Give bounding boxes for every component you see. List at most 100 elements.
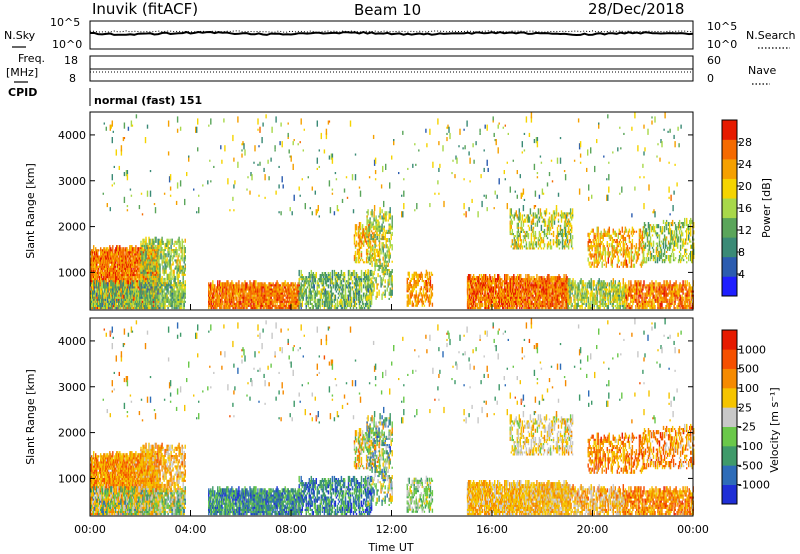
power-cell (323, 290, 326, 293)
power-cell (178, 273, 180, 278)
power-cell (178, 290, 180, 293)
power-cell (363, 238, 366, 243)
power-cell (132, 257, 134, 260)
power-cell (111, 280, 113, 287)
power-cell (135, 294, 137, 301)
power-cell (126, 263, 128, 268)
power-cell (172, 294, 174, 301)
power-cell (120, 292, 122, 297)
power-cell (307, 280, 310, 285)
power-cell (245, 300, 247, 303)
power-cell (92, 294, 94, 299)
power-cell (135, 276, 137, 279)
power-cell (347, 269, 350, 277)
power-cell (352, 307, 355, 310)
power-cell (184, 263, 186, 266)
power-cell (358, 296, 361, 301)
power-cell (119, 284, 121, 287)
power-cell (122, 259, 124, 262)
power-cell (109, 280, 111, 285)
power-cell (236, 282, 238, 289)
power-cell (426, 284, 429, 289)
power-cell (376, 285, 378, 288)
power-cell (358, 282, 361, 289)
power-cell (387, 269, 389, 272)
power-cell (259, 298, 261, 303)
power-cell (388, 248, 390, 255)
power-cell (317, 282, 320, 285)
power-cell (129, 302, 131, 307)
power-cell (155, 261, 157, 264)
power-cell (421, 300, 424, 305)
power-cell (253, 302, 255, 307)
power-cell (91, 288, 93, 291)
power-cell (117, 245, 119, 252)
power-cell (406, 288, 409, 291)
frequency-label-line2: [MHz] (6, 66, 38, 79)
power-cell (468, 298, 471, 303)
power-cell (149, 273, 151, 278)
power-cell (311, 276, 314, 283)
power-cell (358, 298, 361, 305)
power-cell (124, 249, 126, 252)
power-cell (494, 282, 496, 289)
power-cell (121, 298, 123, 301)
power-cell (374, 233, 376, 236)
power-cell (96, 307, 98, 310)
power-cell (358, 244, 361, 249)
power-cell (127, 272, 129, 275)
power-cell (142, 265, 144, 268)
power-cell (296, 286, 298, 289)
power-cell (233, 296, 235, 299)
power-cell (119, 296, 121, 299)
power-cell (391, 231, 393, 236)
power-cell (324, 288, 327, 291)
power-cell (110, 307, 112, 310)
power-cell (350, 300, 353, 303)
power-cell (117, 280, 119, 287)
power-cell (106, 284, 108, 289)
power-cell (375, 225, 377, 228)
power-cell (138, 267, 140, 270)
power-cell (119, 278, 121, 281)
power-cell (473, 288, 476, 291)
power-cell (147, 298, 149, 305)
power-cell (430, 290, 433, 297)
power-cell (116, 305, 118, 308)
power-cell (94, 263, 96, 268)
power-cell (183, 288, 185, 293)
power-cell (170, 288, 172, 291)
power-cell (410, 284, 413, 289)
power-cell (360, 252, 363, 257)
power-cell (130, 290, 132, 297)
power-cell (309, 292, 312, 297)
power-cell (285, 288, 287, 293)
power-cell (159, 263, 161, 270)
power-cell (148, 302, 150, 310)
power-cell (148, 253, 150, 256)
power-cell (422, 300, 425, 303)
power-cell (383, 260, 385, 265)
power-cell (466, 276, 469, 281)
power-cell (281, 282, 283, 287)
power-cell (409, 280, 412, 287)
power-cell (274, 286, 276, 289)
power-cell (99, 298, 101, 301)
power-cell (164, 282, 166, 287)
power-cell (408, 286, 411, 291)
power-cell (244, 288, 246, 295)
power-cell (130, 298, 132, 301)
power-cell (140, 269, 142, 274)
power-cell (154, 288, 156, 293)
power-cell (327, 284, 330, 289)
power-cell (157, 249, 159, 256)
power-cell (267, 298, 269, 301)
power-cell (91, 255, 93, 258)
power-cell (110, 280, 112, 287)
power-cell (109, 255, 111, 258)
power-cell (293, 298, 295, 301)
power-cell (372, 246, 374, 253)
power-cell (248, 288, 250, 293)
power-cell (472, 290, 475, 293)
power-cell (108, 286, 110, 289)
